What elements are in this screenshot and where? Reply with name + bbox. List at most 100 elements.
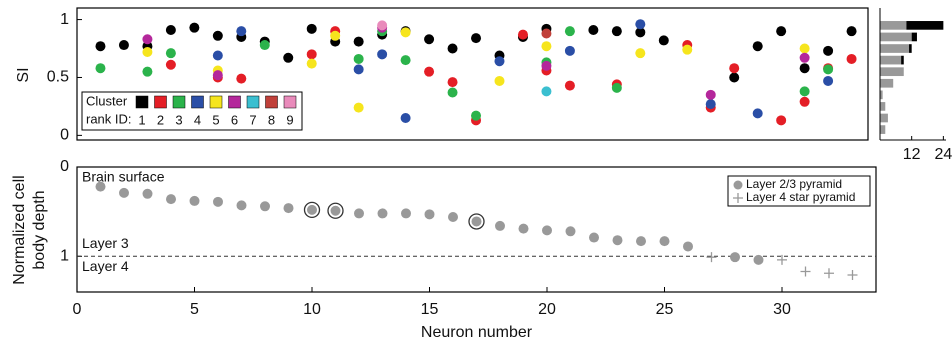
point bbox=[400, 55, 411, 66]
point bbox=[118, 40, 129, 51]
point bbox=[306, 49, 317, 60]
point bbox=[799, 52, 810, 63]
point bbox=[799, 63, 810, 74]
legend-label: 8 bbox=[268, 112, 275, 127]
point bbox=[612, 235, 623, 246]
point bbox=[471, 216, 482, 227]
point bbox=[799, 43, 810, 54]
legend-label: 9 bbox=[286, 112, 293, 127]
point bbox=[212, 50, 223, 61]
point bbox=[353, 64, 364, 75]
annotation: Brain surface bbox=[82, 169, 165, 185]
point bbox=[705, 89, 716, 100]
x-tick-label: 12 bbox=[903, 146, 921, 163]
point bbox=[259, 40, 270, 51]
point bbox=[212, 70, 223, 81]
point bbox=[541, 60, 552, 71]
point bbox=[611, 82, 622, 93]
point bbox=[95, 63, 106, 74]
x-tick-label: 10 bbox=[303, 301, 321, 318]
point bbox=[636, 236, 646, 247]
point bbox=[142, 34, 153, 45]
point bbox=[635, 48, 646, 59]
hist-bar bbox=[880, 55, 902, 65]
point bbox=[800, 266, 811, 277]
point bbox=[213, 196, 223, 207]
point bbox=[517, 29, 528, 40]
legend-label: 3 bbox=[175, 112, 182, 127]
point bbox=[283, 203, 294, 214]
legend-swatch bbox=[135, 95, 149, 109]
point bbox=[119, 187, 129, 198]
point bbox=[260, 201, 270, 212]
point bbox=[635, 27, 646, 38]
legend-swatch bbox=[246, 95, 260, 109]
point bbox=[166, 194, 176, 205]
hist-bar bbox=[880, 78, 894, 88]
point bbox=[730, 252, 740, 263]
point bbox=[683, 241, 693, 252]
hist-bar bbox=[911, 32, 917, 42]
point bbox=[447, 43, 458, 54]
hist-bar bbox=[880, 67, 904, 77]
point bbox=[847, 270, 858, 281]
legend-label: 4 bbox=[194, 112, 201, 127]
point bbox=[95, 181, 106, 192]
point bbox=[236, 200, 247, 211]
highlight-ring bbox=[468, 213, 485, 230]
plot-frame bbox=[76, 166, 877, 293]
point bbox=[236, 26, 247, 37]
point bbox=[565, 226, 576, 237]
point bbox=[353, 36, 364, 47]
legend-label: 7 bbox=[249, 112, 256, 127]
point bbox=[400, 27, 411, 38]
hist-bar bbox=[906, 21, 944, 30]
point bbox=[377, 20, 388, 31]
y-tick-label: 0 bbox=[60, 158, 69, 175]
point bbox=[307, 204, 317, 215]
point bbox=[400, 113, 411, 123]
point bbox=[353, 102, 364, 113]
legend-label: 2 bbox=[157, 112, 164, 127]
point bbox=[494, 75, 505, 86]
point bbox=[95, 41, 106, 52]
point bbox=[824, 268, 834, 279]
point bbox=[541, 41, 552, 52]
point bbox=[330, 205, 341, 216]
plot-frame bbox=[76, 7, 869, 141]
legend-label: Layer 2/3 pyramid bbox=[746, 177, 842, 191]
point bbox=[165, 25, 176, 35]
point bbox=[705, 99, 716, 110]
legend-label: 1 bbox=[138, 112, 145, 127]
point bbox=[659, 236, 670, 247]
legend-label: Layer 4 star pyramid bbox=[746, 190, 855, 204]
point bbox=[330, 30, 341, 41]
point bbox=[682, 44, 693, 55]
point bbox=[212, 30, 223, 41]
point bbox=[541, 28, 552, 39]
x-tick-label: 20 bbox=[538, 301, 556, 318]
point bbox=[236, 73, 247, 84]
point bbox=[494, 56, 505, 67]
point bbox=[752, 41, 763, 52]
point bbox=[589, 232, 599, 243]
x-axis-label: Neuron number bbox=[421, 324, 533, 341]
x-tick-label: 24 bbox=[934, 146, 952, 163]
highlight-ring bbox=[303, 201, 321, 219]
hist-bar bbox=[880, 113, 888, 123]
legend-swatch bbox=[265, 95, 278, 109]
hist-bar bbox=[880, 102, 886, 111]
point bbox=[448, 212, 458, 222]
legend-swatch bbox=[209, 95, 223, 109]
point bbox=[611, 26, 622, 37]
legend-title: Cluster bbox=[86, 93, 128, 108]
point bbox=[564, 80, 575, 91]
legend-label: 5 bbox=[212, 112, 219, 127]
layer-label: Layer 4 bbox=[82, 258, 129, 274]
point bbox=[729, 63, 740, 74]
legend-label: 6 bbox=[231, 112, 238, 127]
legend-marker bbox=[733, 193, 743, 203]
y-axis-label: Normalized cell bbox=[11, 175, 28, 284]
